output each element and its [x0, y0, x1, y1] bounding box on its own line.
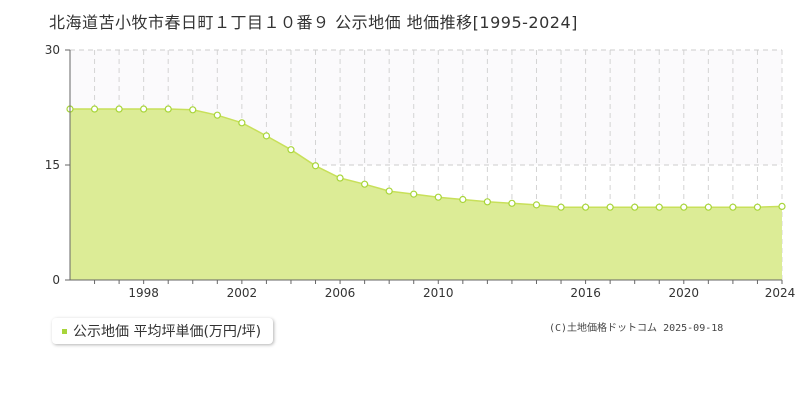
data-point	[483, 198, 491, 206]
x-tick-label: 1998	[128, 286, 159, 300]
data-point	[213, 111, 221, 119]
data-point	[729, 203, 737, 211]
data-point	[385, 187, 393, 195]
data-point	[361, 180, 369, 188]
data-point	[753, 203, 762, 211]
x-axis-ticks: 1998 2002 2006 2010 2016 2020 2024	[94, 280, 796, 300]
credit-text: (C)土地価格ドットコム 2025-09-18	[549, 323, 724, 334]
legend-label: 公示地価 平均坪単価(万円/坪)	[73, 324, 262, 340]
data-point	[238, 119, 246, 127]
data-point	[778, 202, 786, 210]
x-tick-label: 2016	[570, 286, 601, 300]
legend-swatch	[62, 328, 67, 334]
series-line	[70, 108, 783, 208]
data-point	[532, 201, 541, 209]
data-point	[434, 193, 442, 201]
y-axis-ticks: 0 15 30	[45, 43, 70, 287]
data-point	[557, 203, 565, 211]
data-point	[459, 195, 467, 204]
data-point	[581, 203, 590, 211]
data-point	[262, 132, 271, 140]
x-tick-label: 2002	[227, 286, 258, 300]
area-fill	[70, 109, 782, 280]
x-tick-label: 2020	[669, 286, 700, 300]
data-point	[655, 203, 663, 211]
x-tick-label: 2010	[423, 286, 454, 300]
data-point	[631, 203, 639, 211]
y-tick-label: 0	[52, 273, 60, 287]
data-point	[704, 203, 712, 211]
x-tick-label: 2024	[765, 286, 796, 300]
data-point	[189, 106, 197, 114]
x-tick-label: 2006	[325, 286, 356, 300]
y-tick-label: 30	[45, 43, 60, 57]
data-point	[606, 203, 614, 211]
data-points	[66, 105, 786, 211]
data-point	[140, 105, 148, 113]
data-point	[680, 203, 688, 211]
data-point	[90, 105, 99, 113]
data-point	[115, 105, 123, 113]
chart-title: 北海道苫小牧市春日町１丁目１０番９ 公示地価 地価推移[1995-2024]	[49, 13, 578, 32]
data-point	[508, 199, 516, 207]
legend: 公示地価 平均坪単価(万円/坪)	[52, 318, 274, 344]
data-point	[410, 190, 418, 198]
data-point	[336, 174, 344, 182]
y-tick-label: 15	[45, 158, 60, 172]
data-point	[164, 105, 172, 113]
data-point	[287, 146, 295, 154]
data-point	[311, 162, 320, 170]
